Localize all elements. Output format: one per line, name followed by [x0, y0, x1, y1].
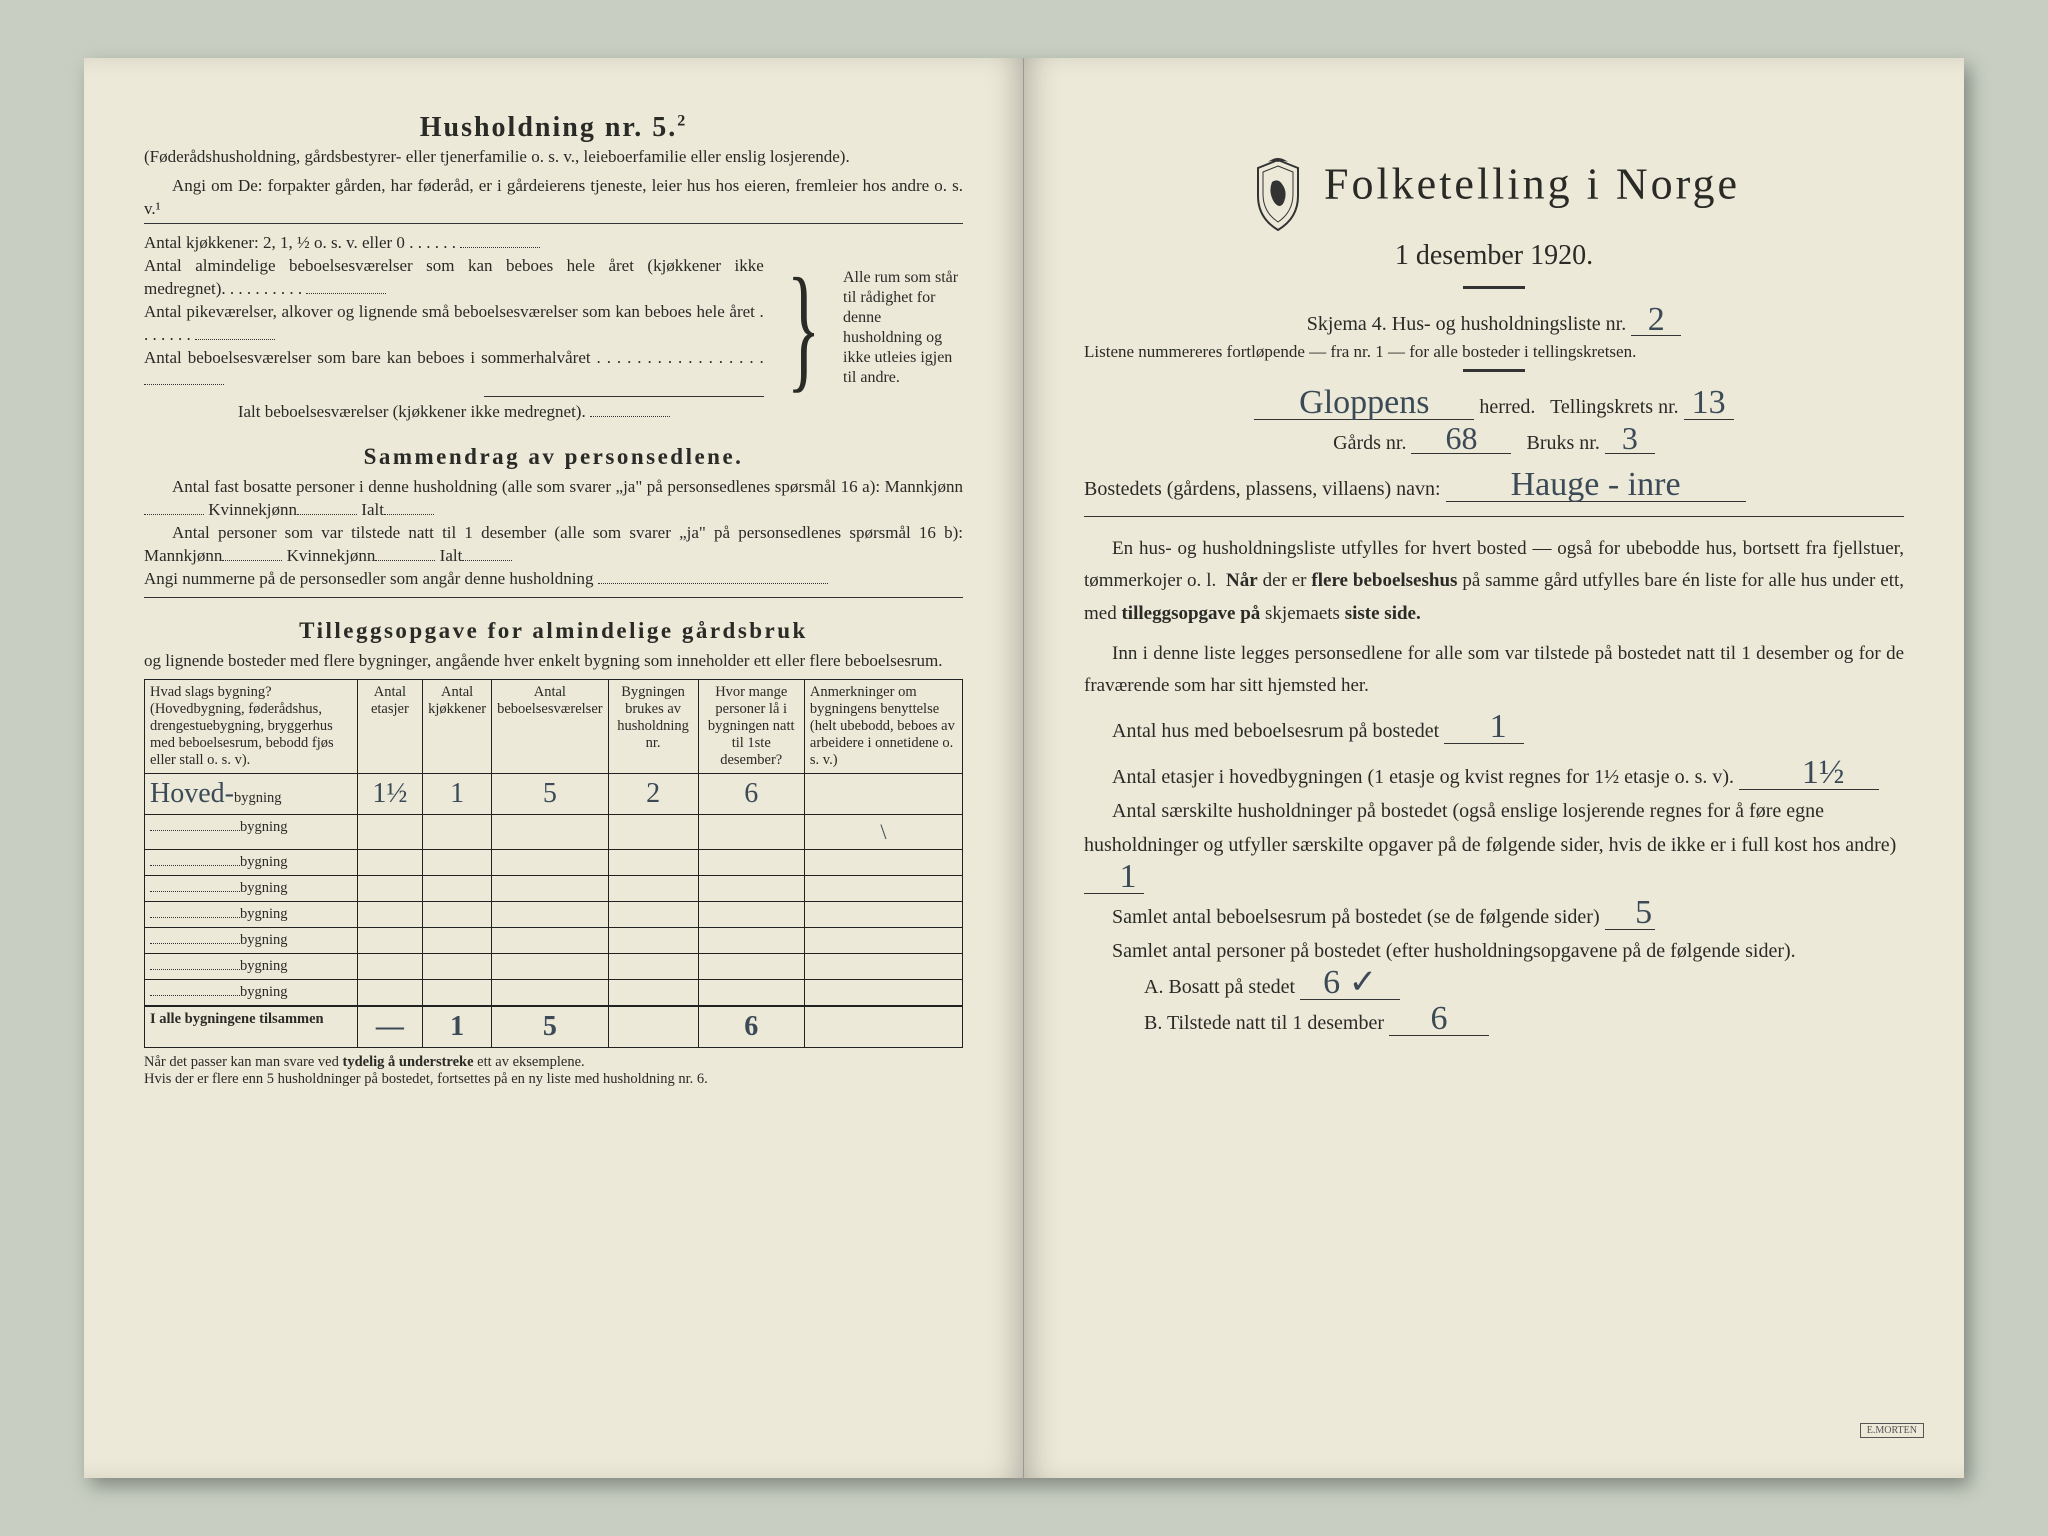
line-hus: Antal hus med beboelsesrum på bostedet 1 [1084, 712, 1904, 748]
col-6: Anmerkninger om bygningens benyttelse (h… [804, 679, 962, 773]
table-row: Hoved-bygning1½1526 [145, 773, 963, 814]
brace-icon: } [784, 279, 824, 377]
summary-line-2: Antal personer som var tilstede natt til… [144, 522, 963, 568]
col-1: Antal etasjer [357, 679, 422, 773]
kitchen-line: Antal kjøkkener: 2, 1, ½ o. s. v. eller … [144, 232, 764, 255]
line3-val: 1 [1084, 862, 1144, 894]
census-form: Husholdning nr. 5.2 (Føderådshusholdning… [84, 58, 1964, 1478]
table-row: bygning [145, 901, 963, 927]
room-total: Ialt beboelsesværelser (kjøkkener ikke m… [144, 401, 764, 424]
summary-title: Sammendrag av personsedlene. [144, 444, 963, 470]
line2-val: 1½ [1739, 758, 1879, 790]
summary-line-1: Antal fast bosatte personer i denne hush… [144, 476, 963, 522]
rooms-brace-block: Antal kjøkkener: 2, 1, ½ o. s. v. eller … [144, 232, 963, 425]
lineB-val: 6 [1389, 1004, 1489, 1036]
table-row: bygning [145, 849, 963, 875]
heading-sub2: Angi om De: forpakter gården, har føderå… [144, 175, 963, 221]
main-title: Folketelling i Norge [1324, 160, 1740, 209]
bosted-line: Bostedets (gårdens, plassens, villaens) … [1084, 470, 1904, 506]
household-heading: Husholdning nr. 5.2 [144, 112, 963, 144]
census-date: 1 desember 1920. [1084, 240, 1904, 272]
line1-val: 1 [1444, 712, 1524, 744]
para-1: En hus- og husholdningsliste utfylles fo… [1084, 533, 1904, 630]
table-row: bygning [145, 927, 963, 953]
table-row: bygning [145, 875, 963, 901]
lineA-val: 6 ✓ [1300, 968, 1400, 1000]
herred-line: Gloppens herred. Tellingskrets nr. 13 [1084, 388, 1904, 424]
brace-text: Alle rum som står til rådighet for denne… [843, 268, 963, 388]
para-2: Inn i denne liste legges personsedlene f… [1084, 638, 1904, 703]
table-row: bygning [145, 979, 963, 1006]
coat-of-arms-icon [1248, 158, 1308, 232]
col-4: Bygningen brukes av husholdning nr. [608, 679, 698, 773]
supplement-sub: og lignende bosteder med flere bygninger… [144, 650, 963, 673]
table-totals-row: I alle bygningene tilsammen—156 [145, 1006, 963, 1048]
line-A: A. Bosatt på stedet 6 ✓ [1144, 968, 1904, 1004]
line-etasjer: Antal etasjer i hovedbygningen (1 etasje… [1084, 758, 1904, 794]
building-table: Hvad slags bygning? (Hovedbygning, føder… [144, 679, 963, 1048]
col-0: Hvad slags bygning? (Hovedbygning, føder… [145, 679, 358, 773]
table-row: bygning [145, 953, 963, 979]
table-hint: Når det passer kan man svare ved tydelig… [144, 1054, 963, 1088]
line-households: Antal særskilte husholdninger på bostede… [1084, 794, 1904, 898]
heading-sub1: (Føderådshusholdning, gårdsbestyrer- ell… [144, 146, 963, 169]
tellingskrets-val: 13 [1684, 388, 1734, 420]
room-line-3: Antal beboelsesværelser som bare kan beb… [144, 347, 764, 393]
printer-stamp: E.MORTEN [1860, 1423, 1924, 1438]
table-row: bygning\ [145, 814, 963, 849]
right-page: Folketelling i Norge 1 desember 1920. Sk… [1024, 58, 1964, 1478]
left-page: Husholdning nr. 5.2 (Føderådshusholdning… [84, 58, 1024, 1478]
line4-val: 5 [1605, 898, 1655, 930]
line-persons-heading: Samlet antal personer på bostedet (efter… [1084, 934, 1904, 968]
list-note: Listene nummereres fortløpende — fra nr.… [1084, 341, 1904, 364]
col-3: Antal beboelsesværelser [492, 679, 609, 773]
summary-line-3: Angi nummerne på de personsedler som ang… [144, 568, 963, 591]
bruks-val: 3 [1605, 424, 1655, 454]
col-2: Antal kjøkkener [423, 679, 492, 773]
supplement-title: Tilleggsopgave for almindelige gårdsbruk [144, 618, 963, 644]
table-header-row: Hvad slags bygning? (Hovedbygning, føder… [145, 679, 963, 773]
room-line-1: Antal almindelige beboelsesværelser som … [144, 255, 764, 301]
heading-sup: 2 [677, 113, 687, 130]
line-B: B. Tilstede natt til 1 desember 6 [1144, 1004, 1904, 1040]
herred-val: Gloppens [1254, 388, 1474, 420]
line-rooms: Samlet antal beboelsesrum på bostedet (s… [1084, 898, 1904, 934]
skjema-line: Skjema 4. Hus- og husholdningsliste nr. … [1084, 305, 1904, 341]
heading-text: Husholdning nr. 5. [420, 112, 678, 143]
col-5: Hvor mange personer lå i bygningen natt … [698, 679, 804, 773]
gards-val: 68 [1411, 424, 1511, 454]
title-block: Folketelling i Norge 1 desember 1920. Sk… [1084, 158, 1904, 372]
room-line-2: Antal pikeværelser, alkover og lignende … [144, 301, 764, 347]
skjema-nr: 2 [1631, 305, 1681, 337]
bosted-val: Hauge - inre [1446, 470, 1746, 502]
gards-line: Gårds nr. 68 Bruks nr. 3 [1084, 424, 1904, 460]
